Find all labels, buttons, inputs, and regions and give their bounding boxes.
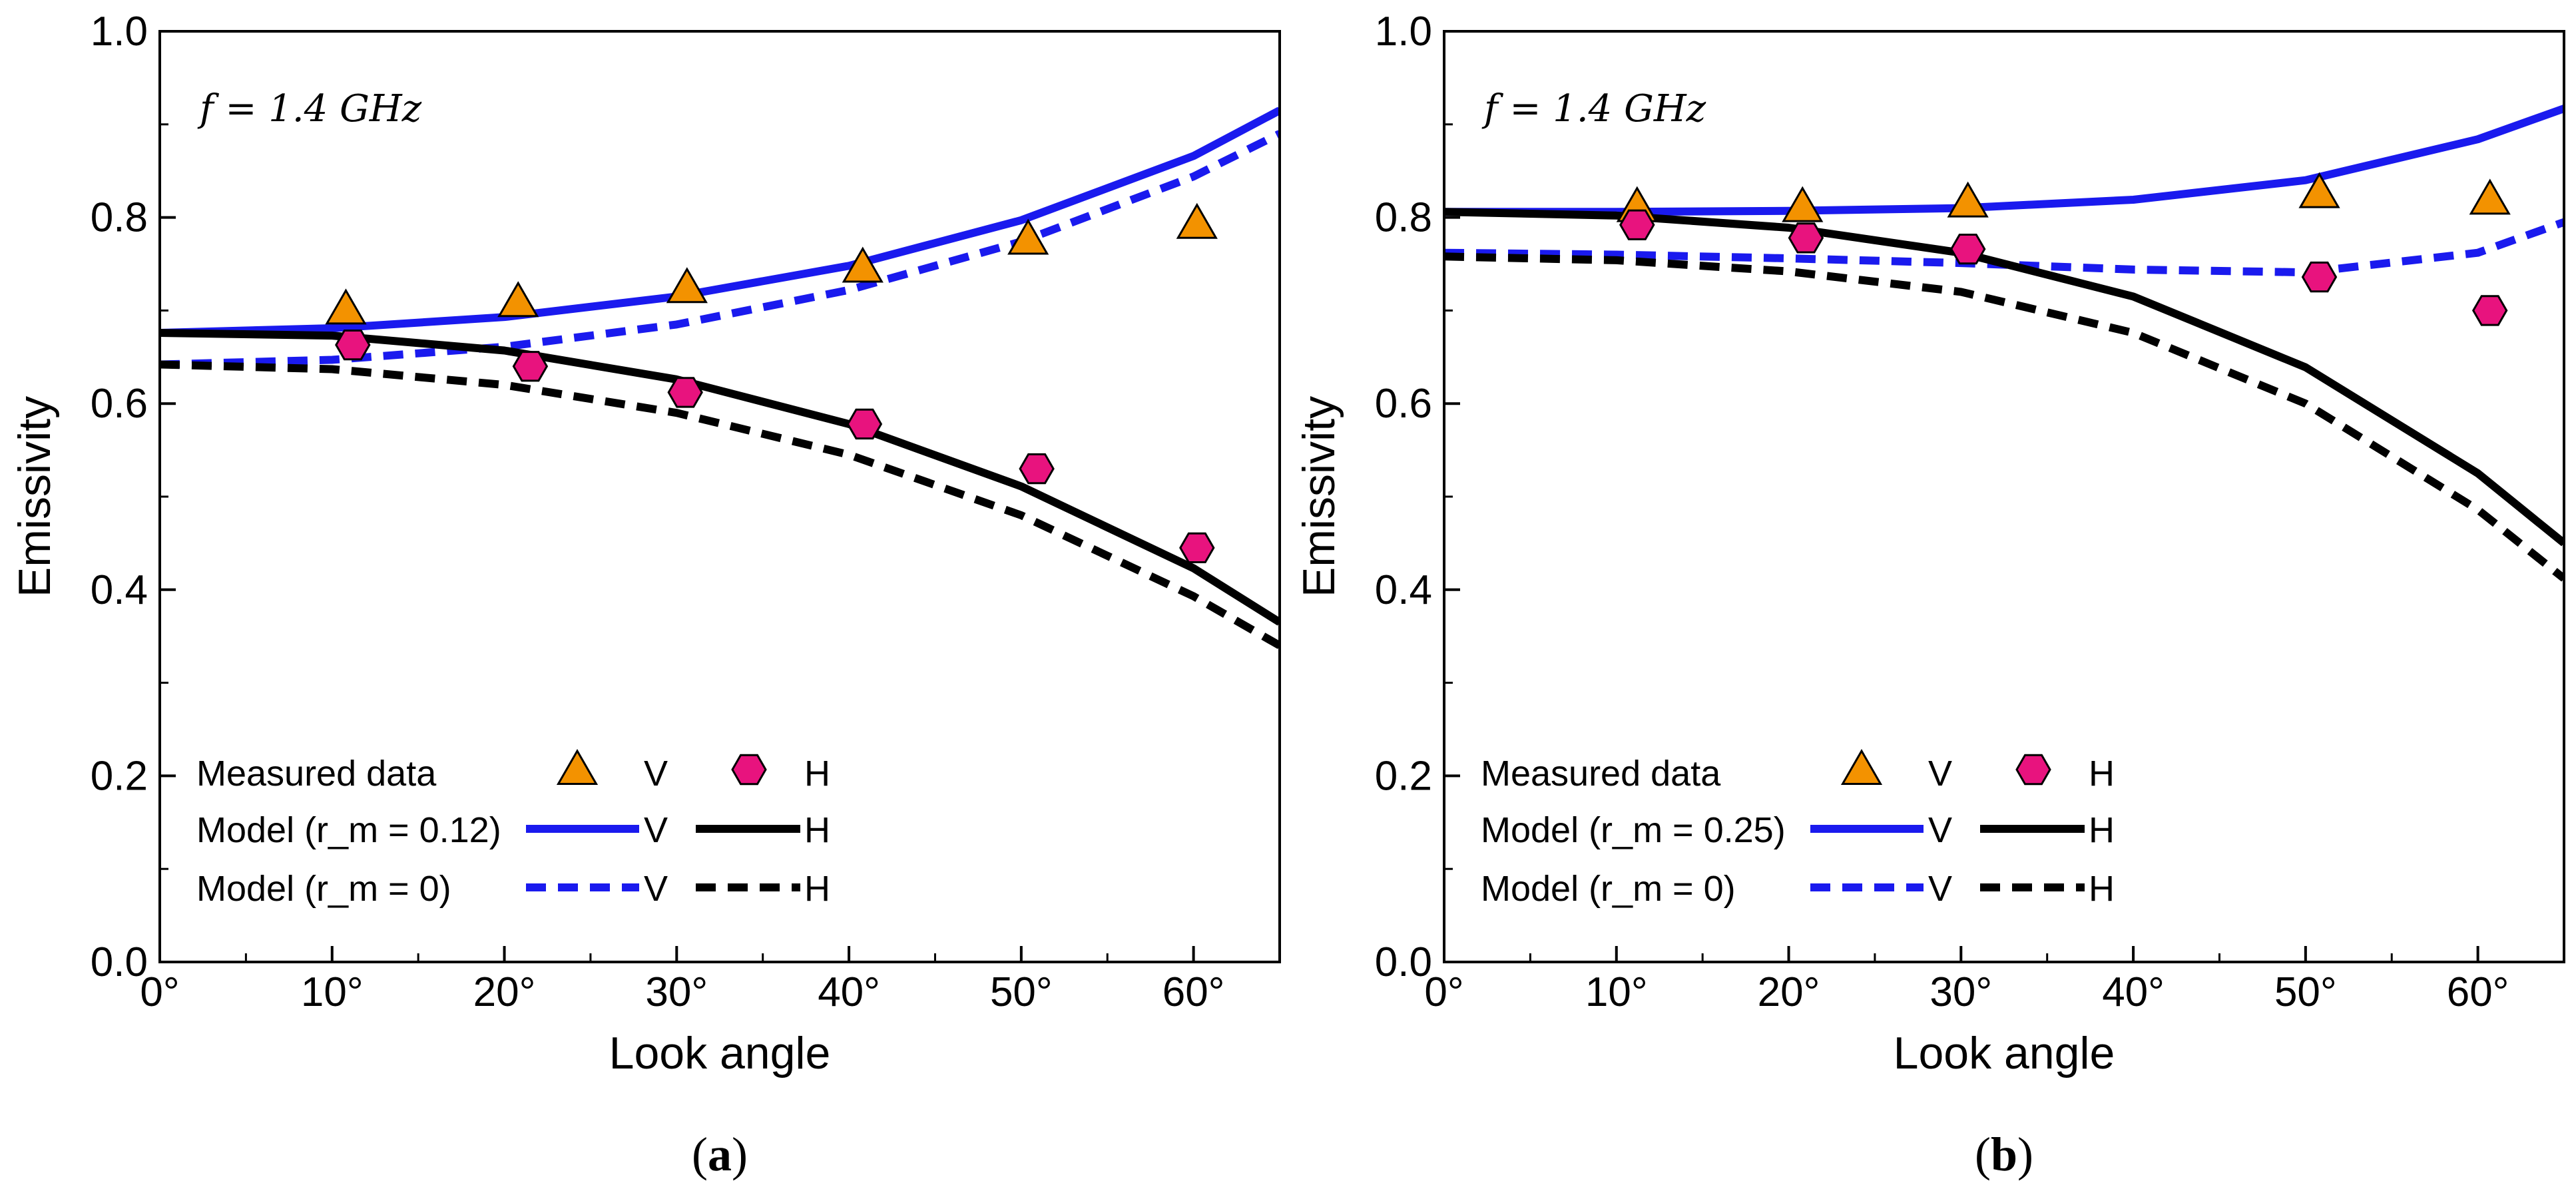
- caption-letter: a: [708, 1128, 732, 1181]
- legend-measured-label: Measured data: [196, 754, 437, 794]
- legend-v-label: V: [1928, 810, 1952, 850]
- x-tick-label: 60°: [2447, 969, 2509, 1015]
- measured-h-point: [1788, 222, 1824, 254]
- model0-v-curve: [1444, 218, 2564, 277]
- y-tick-label: 0.6: [91, 381, 148, 427]
- measured-v-point: [1007, 218, 1049, 255]
- legend-h-label: H: [804, 869, 830, 909]
- x-tick-label: 30°: [1930, 969, 1992, 1015]
- y-tick-label: 0.8: [91, 195, 148, 241]
- y-tick-label: 0.0: [1375, 939, 1432, 985]
- measured-v-point: [497, 281, 539, 318]
- legend-h-label: H: [804, 754, 830, 794]
- panel-a: 0° 10° 20° 30° 40° 50° 60° 0.0 0.2 0.4 0.6 0.8 1.0 Lo…: [9, 9, 1281, 1181]
- x-axis-title: Look angle: [609, 1028, 831, 1078]
- measured-v-point: [325, 288, 367, 325]
- panel-caption: (a): [692, 1128, 748, 1181]
- panel-caption: (b): [1975, 1128, 2033, 1181]
- x-tick-label: 10°: [1585, 969, 1648, 1015]
- measured-h-point: [1179, 532, 1215, 563]
- x-axis-title: Look angle: [1894, 1028, 2115, 1078]
- measured-h-point: [512, 351, 549, 382]
- measured-v-point: [666, 267, 708, 304]
- y-tick-label: 0.2: [1375, 753, 1432, 799]
- x-tick-label: 50°: [990, 969, 1053, 1015]
- x-tick-label: 30°: [645, 969, 708, 1015]
- model-h-curve: [160, 329, 1280, 626]
- legend-h-label: H: [2089, 810, 2115, 850]
- legend-h-label: H: [2089, 869, 2115, 909]
- legend-v-label: V: [1928, 754, 1952, 794]
- model0-h-curve: [1444, 252, 2564, 582]
- measured-h-point: [1019, 453, 1055, 485]
- legend-hexagon-icon: [2015, 754, 2051, 786]
- y-tick-label: 0.6: [1375, 381, 1432, 427]
- legend-h-label: H: [804, 810, 830, 850]
- y-tick-label: 0.0: [91, 939, 148, 985]
- model0-h-curve: [160, 360, 1280, 649]
- y-axis-title: Emissivity: [9, 396, 60, 597]
- measured-h-point: [2471, 295, 2508, 326]
- y-tick-label: 0.2: [91, 753, 148, 799]
- measured-v-point: [2469, 178, 2511, 215]
- legend-triangle-icon: [1840, 748, 1883, 785]
- x-tick-label: 20°: [473, 969, 536, 1015]
- caption-close-paren: ): [2017, 1128, 2033, 1181]
- measured-v-point: [1176, 202, 1218, 239]
- legend-triangle-icon: [556, 748, 599, 785]
- y-tick-label: 1.0: [91, 9, 148, 55]
- measured-h-point: [2301, 261, 2338, 293]
- y-axis-title: Emissivity: [1294, 396, 1344, 597]
- legend-v-label: V: [644, 754, 668, 794]
- measured-v-point: [2298, 172, 2340, 208]
- measured-v-point: [1947, 181, 1989, 218]
- caption-close-paren: ): [732, 1128, 748, 1181]
- measured-v-point: [842, 246, 884, 283]
- measured-h-point: [667, 377, 703, 408]
- measured-h-point: [1949, 234, 1986, 265]
- legend-model0-label: Model (r_m = 0): [196, 869, 451, 909]
- model-v-curve: [160, 107, 1280, 337]
- x-tick-label: 0°: [1424, 969, 1463, 1015]
- measured-h-point: [335, 330, 371, 361]
- legend-v-label: V: [644, 810, 668, 850]
- y-tick-label: 0.4: [91, 567, 148, 613]
- measured-h-point: [1619, 209, 1655, 240]
- caption-letter: b: [1991, 1128, 2017, 1181]
- frequency-annotation: f = 1.4 GHz: [197, 87, 422, 130]
- x-tick-label: 40°: [2102, 969, 2165, 1015]
- measured-v-point: [1782, 186, 1824, 222]
- x-tick-label: 40°: [818, 969, 880, 1015]
- x-tick-label: 50°: [2274, 969, 2337, 1015]
- x-tick-label: 0°: [140, 969, 179, 1015]
- caption-open-paren: (: [1975, 1128, 1991, 1181]
- measured-h-point: [846, 408, 883, 440]
- legend-v-label: V: [644, 869, 668, 909]
- x-tick-label: 20°: [1758, 969, 1820, 1015]
- caption-open-paren: (: [692, 1128, 708, 1181]
- legend-model-label: Model (r_m = 0.25): [1481, 810, 1786, 850]
- legend-measured-label: Measured data: [1481, 754, 1721, 794]
- y-tick-label: 1.0: [1375, 9, 1432, 55]
- y-tick-label: 0.4: [1375, 567, 1432, 613]
- y-tick-label: 0.8: [1375, 195, 1432, 241]
- legend-model0-label: Model (r_m = 0): [1481, 869, 1736, 909]
- legend-model-label: Model (r_m = 0.12): [196, 810, 501, 850]
- legend-v-label: V: [1928, 869, 1952, 909]
- x-tick-label: 10°: [301, 969, 364, 1015]
- legend-h-label: H: [2089, 754, 2115, 794]
- x-tick-label: 60°: [1162, 969, 1225, 1015]
- frequency-annotation: f = 1.4 GHz: [1481, 87, 1706, 130]
- legend-hexagon-icon: [731, 754, 767, 786]
- panel-b: 0° 10° 20° 30° 40° 50° 60° 0.0 0.2 0.4 0.6 0.8 1.0 Lo…: [1294, 9, 2565, 1181]
